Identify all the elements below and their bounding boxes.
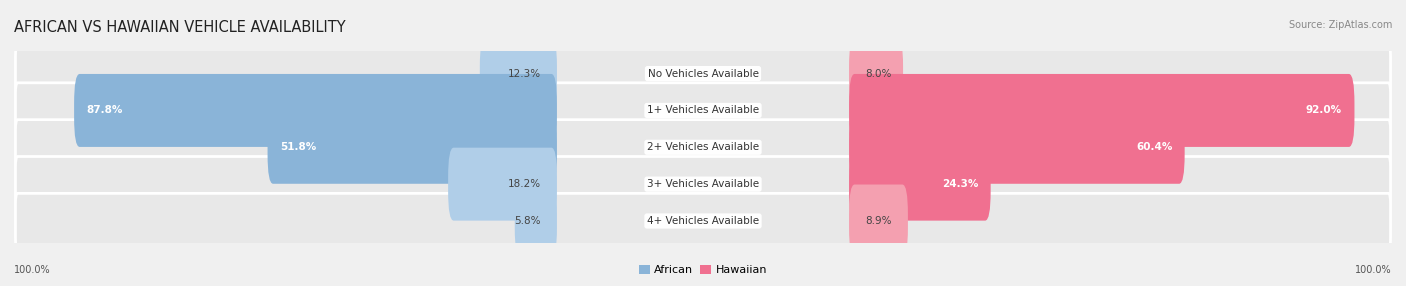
Text: 12.3%: 12.3% <box>508 69 541 79</box>
Text: Source: ZipAtlas.com: Source: ZipAtlas.com <box>1288 20 1392 30</box>
Text: 8.0%: 8.0% <box>865 69 891 79</box>
Text: 3+ Vehicles Available: 3+ Vehicles Available <box>647 179 759 189</box>
Text: 100.0%: 100.0% <box>14 265 51 275</box>
FancyBboxPatch shape <box>15 83 1391 138</box>
FancyBboxPatch shape <box>849 111 1185 184</box>
FancyBboxPatch shape <box>267 111 557 184</box>
FancyBboxPatch shape <box>515 184 557 257</box>
FancyBboxPatch shape <box>15 193 1391 249</box>
Text: 87.8%: 87.8% <box>87 106 122 116</box>
Legend: African, Hawaiian: African, Hawaiian <box>634 261 772 280</box>
FancyBboxPatch shape <box>849 184 908 257</box>
Text: 100.0%: 100.0% <box>1355 265 1392 275</box>
Text: 51.8%: 51.8% <box>280 142 316 152</box>
Text: 8.9%: 8.9% <box>865 216 891 226</box>
FancyBboxPatch shape <box>15 120 1391 175</box>
FancyBboxPatch shape <box>75 74 557 147</box>
Text: 5.8%: 5.8% <box>515 216 541 226</box>
FancyBboxPatch shape <box>849 37 903 110</box>
Text: AFRICAN VS HAWAIIAN VEHICLE AVAILABILITY: AFRICAN VS HAWAIIAN VEHICLE AVAILABILITY <box>14 20 346 35</box>
Text: 4+ Vehicles Available: 4+ Vehicles Available <box>647 216 759 226</box>
FancyBboxPatch shape <box>449 148 557 221</box>
Text: 2+ Vehicles Available: 2+ Vehicles Available <box>647 142 759 152</box>
Text: 92.0%: 92.0% <box>1306 106 1343 116</box>
FancyBboxPatch shape <box>15 156 1391 212</box>
Text: 24.3%: 24.3% <box>942 179 979 189</box>
FancyBboxPatch shape <box>479 37 557 110</box>
FancyBboxPatch shape <box>15 46 1391 101</box>
FancyBboxPatch shape <box>849 74 1354 147</box>
FancyBboxPatch shape <box>849 148 991 221</box>
Text: 1+ Vehicles Available: 1+ Vehicles Available <box>647 106 759 116</box>
Text: 60.4%: 60.4% <box>1136 142 1173 152</box>
Text: 18.2%: 18.2% <box>508 179 541 189</box>
Text: No Vehicles Available: No Vehicles Available <box>648 69 758 79</box>
